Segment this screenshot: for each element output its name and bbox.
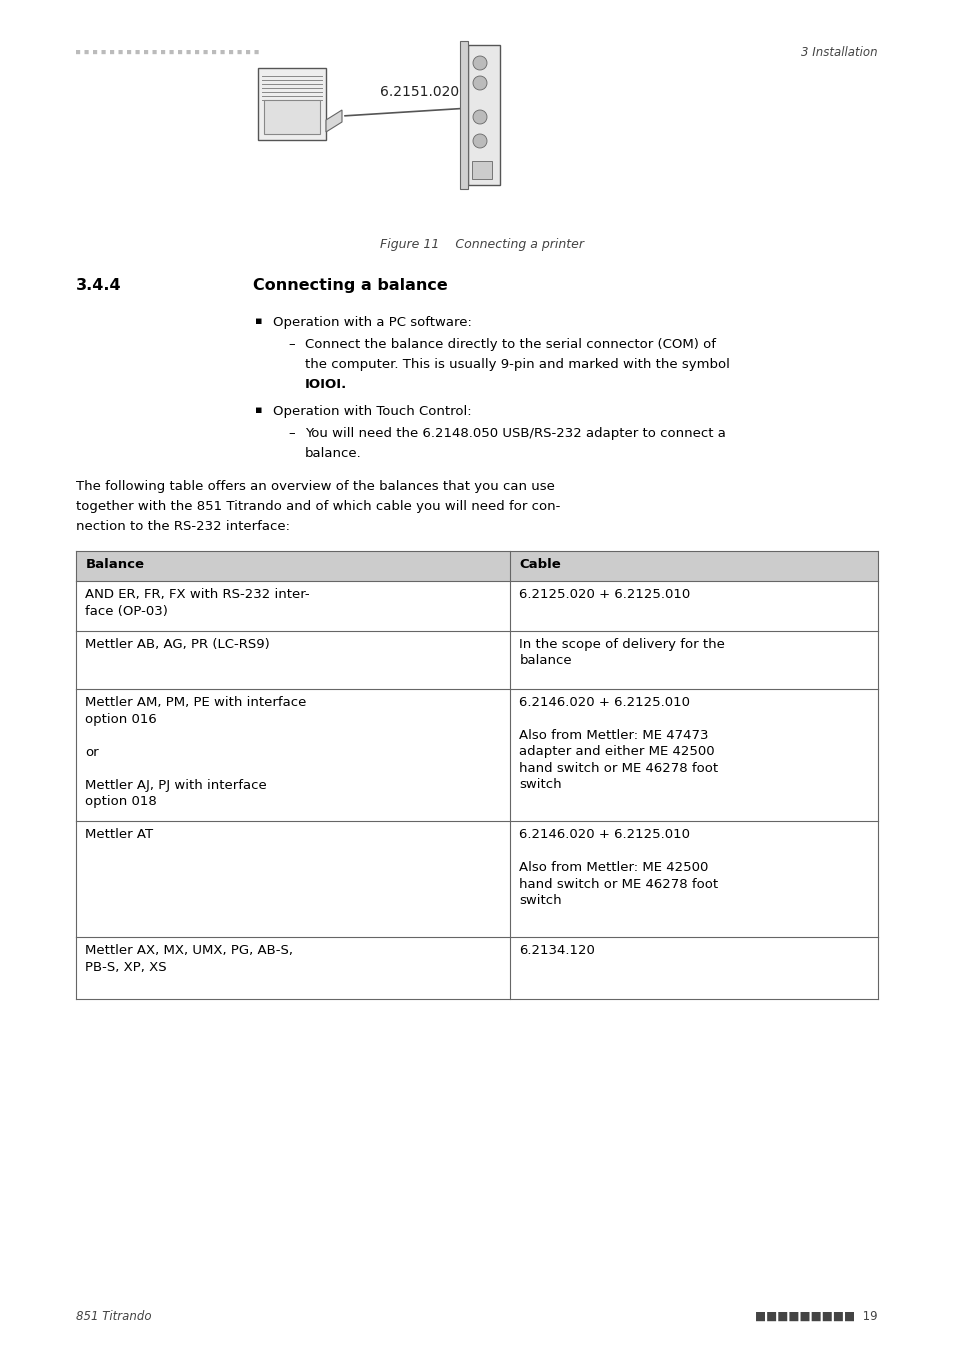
Text: Balance: Balance [85,558,144,571]
Bar [264,100,319,134]
Text: AND ER, FR, FX with RS-232 inter-
face (OP-03): AND ER, FR, FX with RS-232 inter- face (… [85,589,310,617]
Text: ■■■■■■■■■  19: ■■■■■■■■■ 19 [754,1310,877,1323]
Bar [257,68,326,140]
Text: Operation with a PC software:: Operation with a PC software: [273,316,471,329]
Text: 3.4.4: 3.4.4 [76,278,122,293]
Text: 6.2134.120: 6.2134.120 [518,944,595,957]
Text: 851 Titrando: 851 Titrando [76,1310,152,1323]
Text: ■ ■ ■ ■ ■ ■ ■ ■ ■ ■ ■ ■ ■ ■ ■ ■ ■ ■ ■ ■ ■ ■: ■ ■ ■ ■ ■ ■ ■ ■ ■ ■ ■ ■ ■ ■ ■ ■ ■ ■ ■ ■ … [76,49,259,55]
Text: Mettler AX, MX, UMX, PG, AB-S,
PB-S, XP, XS: Mettler AX, MX, UMX, PG, AB-S, PB-S, XP,… [85,944,293,973]
Text: ▪: ▪ [254,316,262,325]
Text: Mettler AM, PM, PE with interface
option 016

or

Mettler AJ, PJ with interface
: Mettler AM, PM, PE with interface option… [85,697,306,809]
Text: 6.2146.020 + 6.2125.010

Also from Mettler: ME 42500
hand switch or ME 46278 foo: 6.2146.020 + 6.2125.010 Also from Mettle… [518,828,718,907]
Text: 3 Installation: 3 Installation [801,46,877,58]
Bar [468,45,499,185]
Text: The following table offers an overview of the balances that you can use: The following table offers an overview o… [76,481,555,493]
Text: 6.2151.020: 6.2151.020 [379,85,458,99]
Text: Mettler AT: Mettler AT [85,828,153,841]
Text: Cable: Cable [518,558,560,571]
Bar [472,161,492,180]
Text: –: – [289,338,295,351]
Text: nection to the RS-232 interface:: nection to the RS-232 interface: [76,520,290,533]
Text: –: – [289,427,295,440]
Text: ▪: ▪ [254,405,262,414]
Polygon shape [326,109,341,132]
Text: Mettler AB, AG, PR (LC-RS9): Mettler AB, AG, PR (LC-RS9) [85,639,270,651]
Circle shape [473,134,486,148]
Text: Operation with Touch Control:: Operation with Touch Control: [273,405,471,418]
Bar [459,40,468,189]
Text: together with the 851 Titrando and of which cable you will need for con-: together with the 851 Titrando and of wh… [76,500,560,513]
Text: balance.: balance. [305,447,361,460]
Text: You will need the 6.2148.050 USB/RS-232 adapter to connect a: You will need the 6.2148.050 USB/RS-232 … [305,427,725,440]
Circle shape [473,109,486,124]
Text: Connect the balance directly to the serial connector (COM) of: Connect the balance directly to the seri… [305,338,715,351]
Circle shape [473,76,486,90]
Text: IOIOI.: IOIOI. [305,378,347,392]
Text: 6.2125.020 + 6.2125.010: 6.2125.020 + 6.2125.010 [518,589,690,601]
Bar [76,551,877,580]
Text: the computer. This is usually 9-pin and marked with the symbol: the computer. This is usually 9-pin and … [305,358,729,371]
Text: Connecting a balance: Connecting a balance [253,278,447,293]
Text: In the scope of delivery for the
balance: In the scope of delivery for the balance [518,639,724,667]
Text: Figure 11    Connecting a printer: Figure 11 Connecting a printer [379,238,583,251]
Circle shape [473,55,486,70]
Text: 6.2146.020 + 6.2125.010

Also from Mettler: ME 47473
adapter and either ME 42500: 6.2146.020 + 6.2125.010 Also from Mettle… [518,697,718,791]
